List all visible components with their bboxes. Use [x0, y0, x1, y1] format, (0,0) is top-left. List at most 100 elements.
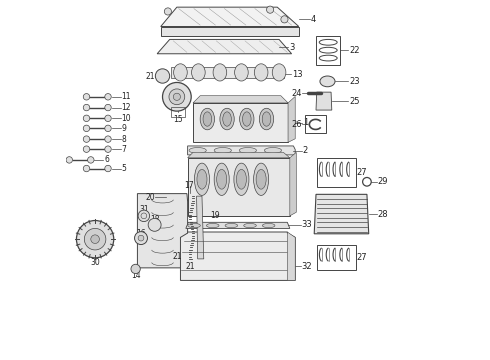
Text: 16: 16 — [136, 229, 146, 238]
Circle shape — [105, 94, 111, 100]
Polygon shape — [288, 96, 295, 142]
Circle shape — [105, 115, 111, 122]
Polygon shape — [188, 152, 290, 158]
Ellipse shape — [192, 64, 205, 81]
Circle shape — [105, 125, 111, 132]
Ellipse shape — [244, 224, 256, 228]
Ellipse shape — [265, 148, 282, 153]
Circle shape — [155, 69, 170, 83]
Text: 27: 27 — [357, 168, 368, 177]
Text: 5: 5 — [122, 164, 126, 173]
Text: 24: 24 — [291, 89, 302, 98]
Ellipse shape — [223, 112, 231, 126]
Polygon shape — [188, 146, 295, 155]
Text: 21: 21 — [145, 72, 155, 81]
Ellipse shape — [239, 148, 256, 153]
Ellipse shape — [188, 224, 200, 228]
Ellipse shape — [240, 108, 254, 130]
Circle shape — [105, 146, 111, 152]
Text: 1: 1 — [303, 118, 309, 127]
Text: 25: 25 — [349, 96, 360, 105]
Polygon shape — [196, 196, 204, 259]
Circle shape — [105, 165, 111, 172]
Text: 20: 20 — [145, 193, 155, 202]
Text: 33: 33 — [302, 220, 313, 229]
Circle shape — [164, 8, 171, 15]
Ellipse shape — [217, 170, 227, 189]
Text: 13: 13 — [292, 70, 302, 79]
Text: 29: 29 — [378, 177, 388, 186]
Ellipse shape — [234, 163, 249, 195]
Ellipse shape — [195, 163, 210, 195]
Circle shape — [173, 93, 180, 100]
Circle shape — [83, 165, 90, 172]
Ellipse shape — [214, 163, 229, 195]
Circle shape — [66, 157, 73, 163]
Text: 31: 31 — [139, 205, 148, 214]
Circle shape — [281, 16, 288, 23]
Polygon shape — [157, 40, 292, 54]
Text: 10: 10 — [122, 114, 131, 123]
Text: 22: 22 — [349, 46, 360, 55]
Polygon shape — [180, 232, 295, 280]
Circle shape — [163, 82, 191, 111]
Circle shape — [138, 235, 144, 241]
Ellipse shape — [236, 170, 246, 189]
Text: 21: 21 — [185, 262, 195, 271]
Polygon shape — [137, 194, 188, 268]
Circle shape — [84, 228, 106, 250]
Text: 3: 3 — [289, 43, 294, 52]
Text: 26: 26 — [291, 120, 302, 129]
Text: 6: 6 — [104, 156, 109, 165]
Bar — [305, 116, 326, 134]
Ellipse shape — [206, 224, 219, 228]
Ellipse shape — [173, 64, 187, 81]
Circle shape — [135, 231, 147, 244]
Text: 2: 2 — [302, 146, 308, 155]
Text: 23: 23 — [349, 77, 360, 86]
Circle shape — [131, 264, 140, 274]
Circle shape — [83, 94, 90, 100]
Text: 15: 15 — [173, 114, 183, 123]
Text: 28: 28 — [378, 210, 388, 219]
Text: 14: 14 — [131, 270, 141, 279]
Polygon shape — [186, 222, 290, 228]
Ellipse shape — [262, 112, 271, 126]
Polygon shape — [161, 27, 299, 36]
Circle shape — [169, 89, 185, 105]
Circle shape — [91, 235, 99, 243]
Bar — [171, 107, 185, 117]
Text: 4: 4 — [311, 15, 316, 24]
Circle shape — [83, 136, 90, 142]
Circle shape — [83, 115, 90, 122]
Text: 11: 11 — [122, 92, 131, 101]
Circle shape — [83, 104, 90, 111]
Text: 27: 27 — [357, 253, 368, 262]
Ellipse shape — [243, 112, 251, 126]
Circle shape — [105, 104, 111, 111]
Ellipse shape — [256, 170, 266, 189]
Text: 32: 32 — [302, 262, 312, 271]
Ellipse shape — [254, 64, 268, 81]
Ellipse shape — [197, 170, 207, 189]
Circle shape — [267, 6, 274, 13]
Ellipse shape — [262, 224, 275, 228]
Ellipse shape — [272, 64, 286, 81]
Polygon shape — [287, 232, 295, 280]
Text: 8: 8 — [122, 135, 126, 144]
Text: 18: 18 — [150, 215, 159, 224]
Ellipse shape — [320, 76, 335, 87]
Polygon shape — [314, 194, 368, 234]
Ellipse shape — [259, 108, 274, 130]
Circle shape — [76, 221, 114, 258]
Ellipse shape — [254, 163, 269, 195]
Text: 7: 7 — [122, 145, 126, 154]
Ellipse shape — [220, 108, 234, 130]
Text: 12: 12 — [122, 103, 131, 112]
Ellipse shape — [235, 64, 248, 81]
Bar — [317, 244, 356, 270]
Bar — [172, 67, 285, 78]
Ellipse shape — [189, 148, 206, 153]
Ellipse shape — [203, 112, 212, 126]
Bar — [317, 158, 356, 187]
